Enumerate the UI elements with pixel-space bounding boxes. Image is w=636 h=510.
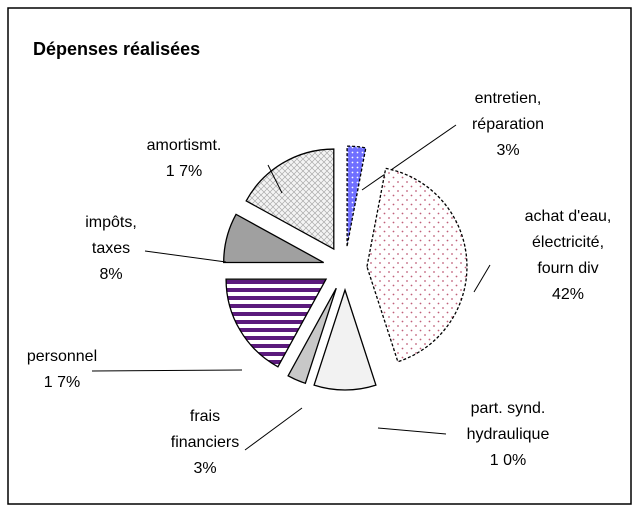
pie-slice	[287, 287, 337, 385]
pie-slice	[313, 287, 377, 391]
frame	[7, 7, 632, 505]
leader-line	[267, 164, 283, 194]
leader-line	[361, 124, 457, 191]
slice-label: achat d'eau, électricité, fourn div	[524, 208, 612, 277]
chart-title: Dépenses réalisées	[33, 39, 200, 59]
slice-value-label: 3%	[496, 142, 520, 159]
leader-line	[473, 264, 491, 293]
leader-line	[91, 369, 243, 372]
slice-value-label: 1 7%	[165, 163, 203, 180]
slice-label: personnel	[26, 348, 98, 365]
pie-slice	[223, 213, 325, 264]
slice-label: amortismt.	[146, 137, 222, 154]
slice-value-label: 1 7%	[43, 374, 81, 391]
leader-line	[144, 250, 227, 263]
slice-value-label: 1 0%	[489, 452, 527, 469]
pie-slice	[366, 167, 468, 363]
slice-value-label: 8%	[99, 266, 123, 283]
slice-value-label: 42%	[551, 286, 585, 303]
leader-line	[377, 427, 447, 435]
leader-line	[244, 407, 303, 451]
slice-label: frais financiers	[170, 408, 240, 451]
slice-label: impôts, taxes	[85, 214, 137, 257]
slice-label: part. synd. hydraulique	[466, 400, 550, 443]
pie-slice	[245, 148, 335, 251]
slice-value-label: 3%	[193, 460, 217, 477]
slice-label: entretien, réparation	[471, 90, 545, 133]
pie-slice	[225, 278, 328, 368]
pie-slice	[346, 145, 367, 247]
